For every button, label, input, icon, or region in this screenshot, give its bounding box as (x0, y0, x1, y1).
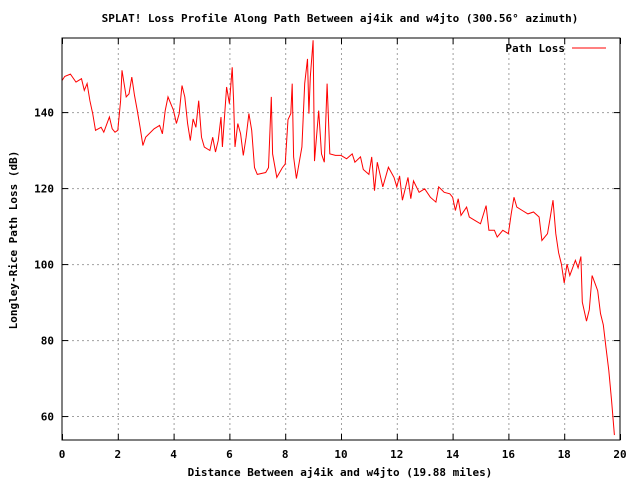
x-tick-label: 2 (114, 448, 121, 461)
x-tick-labels: 0 2 4 6 8 10 12 14 16 18 20 (59, 448, 627, 461)
x-tick-label: 6 (226, 448, 233, 461)
y-tick-labels: 60 80 100 120 140 (34, 107, 54, 424)
plot-frame (61, 37, 621, 441)
legend-label: Path Loss (505, 42, 565, 55)
y-axis-label: Longley-Rice Path Loss (dB) (7, 151, 20, 330)
x-tick-label: 12 (390, 448, 403, 461)
y-tick-label: 140 (34, 107, 54, 120)
x-tick-label: 8 (282, 448, 289, 461)
x-axis-label: Distance Between aj4ik and w4jto (19.88 … (188, 466, 493, 479)
x-tick-label: 10 (334, 448, 347, 461)
x-tick-label: 4 (170, 448, 177, 461)
y-tick-label: 80 (41, 335, 54, 348)
y-tick-label: 120 (34, 183, 54, 196)
grid-lines (62, 38, 620, 440)
y-tick-label: 100 (34, 259, 54, 272)
x-tick-label: 16 (502, 448, 516, 461)
x-tick-label: 20 (613, 448, 626, 461)
x-tick-label: 0 (59, 448, 66, 461)
x-tick-label: 14 (446, 448, 460, 461)
chart-title: SPLAT! Loss Profile Along Path Between a… (102, 12, 579, 25)
series-line-path-loss (61, 40, 615, 436)
x-tick-label: 18 (558, 448, 571, 461)
y-tick-label: 60 (41, 411, 54, 424)
